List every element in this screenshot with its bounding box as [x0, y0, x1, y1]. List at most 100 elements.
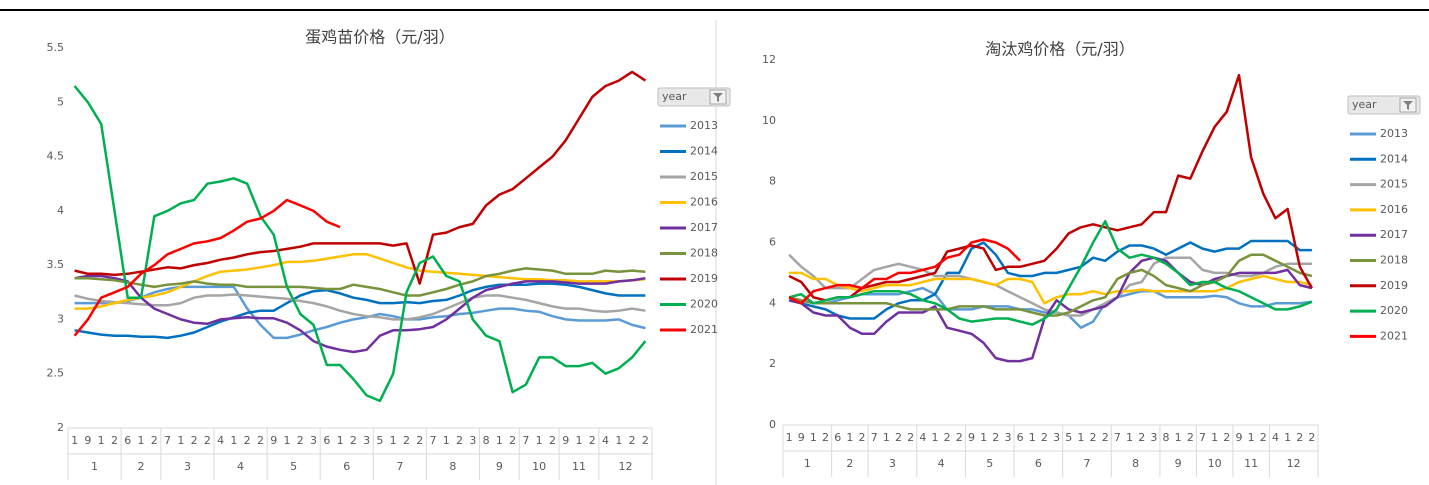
x-tick-label: 2: [1041, 431, 1048, 444]
x-tick-label: 9: [562, 434, 569, 447]
x-tick-label: 2: [456, 434, 463, 447]
x-tick-label: 2: [549, 434, 556, 447]
x-tick-label: 2: [1260, 431, 1267, 444]
y-tick-label: 10: [762, 114, 776, 127]
x-tick-label: 9: [84, 434, 91, 447]
legend-header[interactable]: year: [1347, 95, 1421, 115]
x-group-label: 6: [343, 460, 350, 473]
x-tick-label: 2: [895, 431, 902, 444]
x-group-label: 11: [572, 460, 586, 473]
x-tick-label: 6: [323, 434, 330, 447]
y-tick-label: 0: [769, 418, 776, 431]
series-line: [74, 70, 647, 285]
x-tick-label: 3: [310, 434, 317, 447]
y-tick-label: 4: [57, 204, 64, 217]
x-group-label: 7: [1083, 457, 1090, 470]
series-line: [74, 253, 646, 310]
x-tick-label: 1: [138, 434, 145, 447]
y-tick-label: 4: [769, 296, 776, 309]
legend-label: 2015: [1380, 178, 1408, 191]
x-tick-label: 9: [270, 434, 277, 447]
legend-label: 2019: [1380, 279, 1408, 292]
y-tick-label: 4.5: [47, 150, 65, 163]
x-tick-label: 2: [629, 434, 636, 447]
x-group-label: 4: [237, 460, 244, 473]
legend-label: 2018: [690, 247, 718, 260]
x-tick-label: 1: [576, 434, 583, 447]
y-tick-label: 3.5: [47, 258, 65, 271]
x-group-label: 12: [618, 460, 632, 473]
x-tick-label: 1: [337, 434, 344, 447]
legend-label: 2016: [690, 196, 718, 209]
x-group-label: 3: [889, 457, 896, 470]
x-tick-label: 8: [1163, 431, 1170, 444]
x-tick-label: 2: [1223, 431, 1230, 444]
x-tick-label: 2: [204, 434, 211, 447]
x-tick-label: 2: [151, 434, 158, 447]
x-tick-label: 2: [1090, 431, 1097, 444]
x-tick-label: 2: [509, 434, 516, 447]
series-line: [788, 73, 1313, 302]
legend-header[interactable]: year: [657, 87, 731, 107]
x-tick-label: 2: [257, 434, 264, 447]
legend-label: 2013: [1380, 127, 1408, 140]
legend-label: 2020: [1380, 304, 1408, 317]
x-tick-label: 2: [907, 431, 914, 444]
x-tick-label: 1: [1126, 431, 1133, 444]
legend-label: 2014: [690, 145, 718, 158]
x-tick-label: 1: [496, 434, 503, 447]
x-tick-label: 4: [919, 431, 926, 444]
x-tick-label: 2: [1308, 431, 1315, 444]
legend-label: 2021: [1380, 329, 1408, 342]
x-group-label: 10: [1208, 457, 1222, 470]
series-line: [789, 271, 1313, 305]
legend-title: year: [662, 90, 687, 103]
x-tick-label: 4: [1272, 431, 1279, 444]
filter-icon: [713, 93, 723, 102]
x-tick-label: 7: [1114, 431, 1121, 444]
y-tick-label: 2.5: [47, 367, 65, 380]
chart-title: 蛋鸡苗价格（元/羽）: [305, 28, 454, 47]
y-tick-label: 5: [57, 95, 64, 108]
x-group-label: 5: [986, 457, 993, 470]
x-group-label: 5: [290, 460, 297, 473]
x-tick-label: 4: [217, 434, 224, 447]
x-tick-label: 3: [1004, 431, 1011, 444]
x-group-label: 6: [1035, 457, 1042, 470]
x-tick-label: 9: [798, 431, 805, 444]
x-group-label: 12: [1287, 457, 1301, 470]
x-tick-label: 1: [98, 434, 105, 447]
legend-label: 2017: [1380, 228, 1408, 241]
x-tick-label: 5: [376, 434, 383, 447]
y-tick-label: 6: [769, 236, 776, 249]
series-line: [74, 285, 646, 340]
y-tick-label: 8: [769, 175, 776, 188]
y-tick-label: 2: [57, 421, 64, 434]
x-tick-label: 1: [390, 434, 397, 447]
x-tick-label: 2: [1138, 431, 1145, 444]
x-tick-label: 1: [786, 431, 793, 444]
chart-title: 淘汰鸡价格（元/羽）: [985, 40, 1134, 59]
x-tick-label: 2: [992, 431, 999, 444]
x-tick-label: 1: [615, 434, 622, 447]
x-tick-label: 2: [111, 434, 118, 447]
x-group-label: 1: [91, 460, 98, 473]
x-tick-label: 2: [416, 434, 423, 447]
filter-icon: [1403, 101, 1413, 110]
x-group-label: 11: [1244, 457, 1258, 470]
y-tick-label: 3: [57, 312, 64, 325]
y-tick-label: 12: [762, 53, 776, 66]
series-line: [73, 198, 341, 337]
x-group-label: 10: [532, 460, 546, 473]
x-tick-label: 6: [834, 431, 841, 444]
x-group-label: 7: [396, 460, 403, 473]
x-tick-label: 9: [1235, 431, 1242, 444]
legend-label: 2013: [690, 119, 718, 132]
x-tick-label: 1: [536, 434, 543, 447]
x-tick-label: 7: [522, 434, 529, 447]
x-tick-label: 1: [846, 431, 853, 444]
legend-label: 2018: [1380, 254, 1408, 267]
legend-label: 2021: [690, 323, 718, 336]
x-tick-label: 2: [822, 431, 829, 444]
x-tick-label: 5: [1065, 431, 1072, 444]
